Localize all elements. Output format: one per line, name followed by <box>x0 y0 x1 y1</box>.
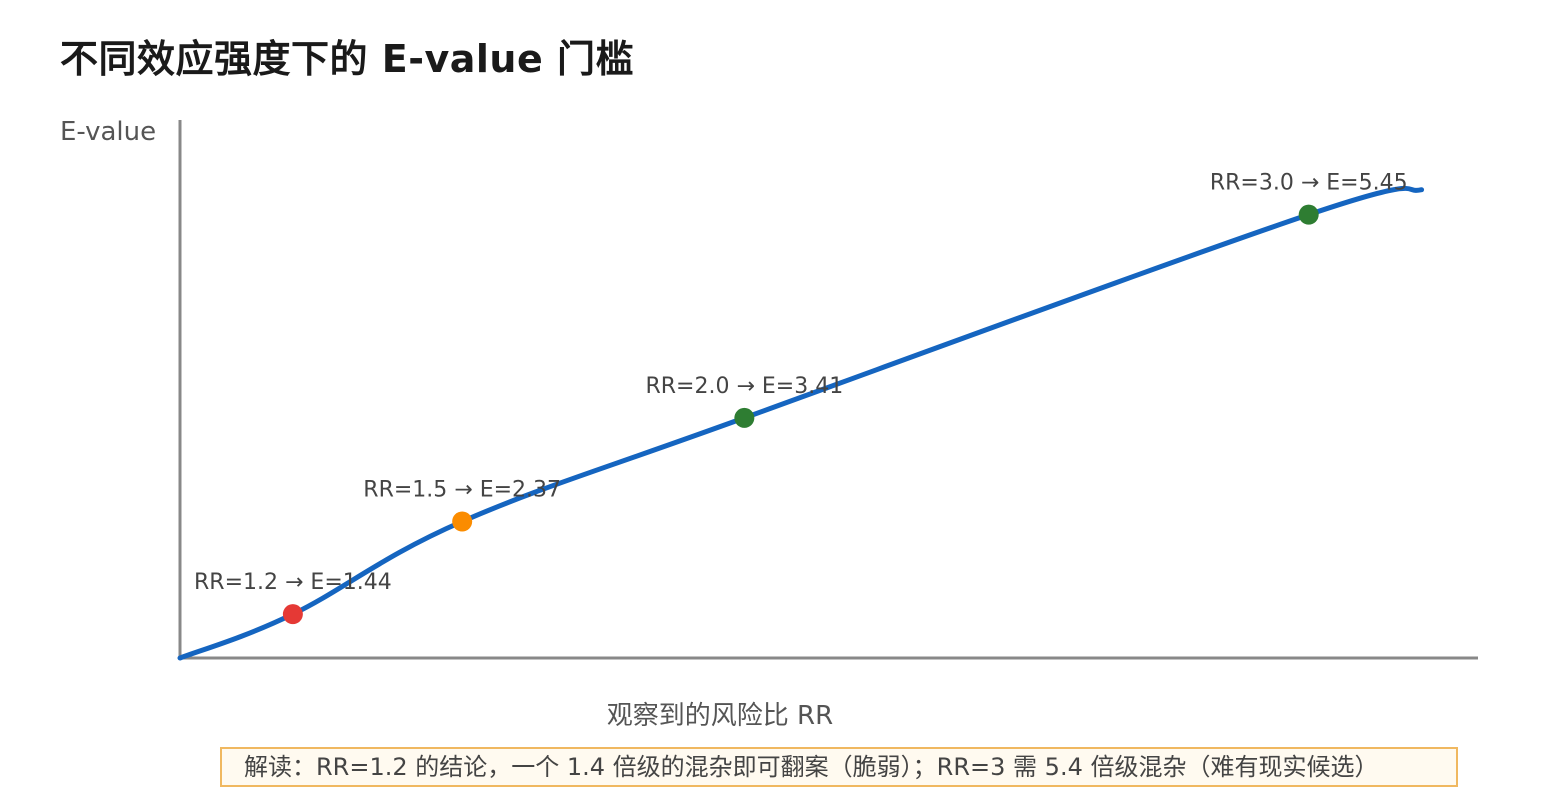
data-label-4: RR=3.0 → E=5.45 <box>1210 171 1408 196</box>
y-axis-label: E-value <box>60 117 156 147</box>
data-point-4 <box>1298 204 1319 225</box>
data-point-1 <box>282 604 303 625</box>
x-axis-label: 观察到的风险比 RR <box>607 701 833 731</box>
data-label-1: RR=1.2 → E=1.44 <box>194 570 392 595</box>
data-point-3 <box>734 407 755 428</box>
axes <box>178 120 1478 660</box>
point-labels: RR=1.2 → E=1.44 RR=1.5 → E=2.37 RR=2.0 → E… <box>194 171 1408 596</box>
interpretation-text: 解读：RR=1.2 的结论，一个 1.4 倍级的混杂即可翻案（脆弱）；RR=3 … <box>244 753 1379 781</box>
data-point-2 <box>452 511 473 532</box>
interpretation-box <box>220 747 1458 787</box>
chart-title: 不同效应强度下的 E-value 门槛 <box>60 37 634 81</box>
data-label-2: RR=1.5 → E=2.37 <box>363 478 561 503</box>
data-label-3: RR=2.0 → E=3.41 <box>645 374 843 399</box>
data-points <box>282 204 1319 625</box>
